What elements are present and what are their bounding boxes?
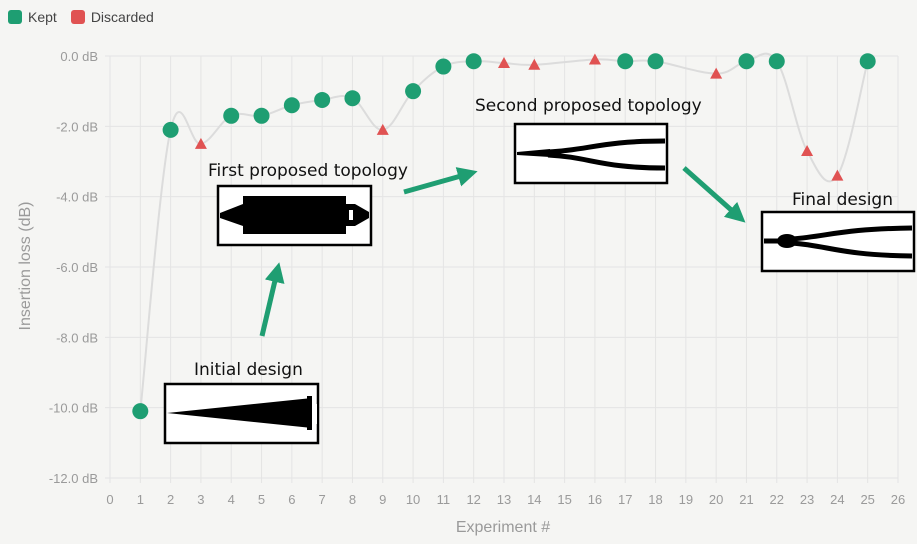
discarded-point [498,57,510,69]
label-initial-design: Initial design [194,360,303,380]
discarded-point [194,137,207,149]
inset-final-design [760,210,916,273]
data-points [132,53,876,420]
x-tick-label: 4 [228,492,235,507]
inset-initial-design [163,382,320,445]
x-tick-label: 14 [527,492,541,507]
x-tick-label: 10 [406,492,420,507]
kept-point [465,53,482,70]
label-second-topology: Second proposed topology [475,96,702,116]
legend-discarded-label: Discarded [90,9,154,25]
x-tick-label: 24 [830,492,844,507]
x-tick-label: 2 [167,492,174,507]
y-axis-ticks: 0.0 dB -2.0 dB -4.0 dB -6.0 dB -8.0 dB -10.0 … [49,49,98,486]
y-tick-label: -12.0 dB [49,471,98,486]
x-tick-label: 23 [800,492,814,507]
x-axis-ticks: 0 1 2 3 4 5 6 7 8 9 10 11 12 13 14 15 16 17 18 19 20 21 22 23 24… [106,492,905,507]
discarded-point [710,67,723,79]
y-tick-label: -2.0 dB [56,119,98,134]
x-tick-label: 12 [466,492,480,507]
transition-arrows [259,166,746,337]
x-tick-label: 0 [106,492,113,507]
kept-point [132,403,149,420]
discarded-point [831,169,844,181]
label-final-design: Final design [792,190,893,210]
x-tick-label: 16 [588,492,602,507]
arrow-first-to-second [403,167,478,195]
x-tick-label: 19 [679,492,693,507]
inset-first-topology [216,184,373,247]
kept-point [162,121,179,138]
x-tick-label: 8 [349,492,356,507]
arrow-second-to-final [682,166,746,223]
legend-item-discarded[interactable]: Discarded [70,9,154,25]
kept-point [253,107,270,124]
legend-item-kept[interactable]: Kept [8,9,57,25]
series-line [139,52,869,412]
x-axis-label: Experiment # [456,519,550,536]
label-first-topology: First proposed topology [208,161,408,181]
y-tick-label: -8.0 dB [56,330,98,345]
x-tick-label: 18 [648,492,662,507]
discarded-point [801,144,814,156]
legend-kept-label: Kept [28,9,57,25]
kept-point [647,53,664,70]
kept-point [223,107,240,124]
kept-point [283,97,300,114]
discarded-point [376,123,389,135]
kept-point [738,53,755,70]
kept-point [314,91,331,108]
x-tick-label: 17 [618,492,632,507]
kept-point [344,90,361,107]
y-tick-label: -10.0 dB [49,401,98,416]
x-tick-label: 21 [739,492,753,507]
x-tick-label: 9 [379,492,386,507]
x-tick-label: 25 [860,492,874,507]
arrow-initial-to-first [259,262,285,337]
kept-swatch-icon [8,10,22,24]
x-tick-label: 11 [437,492,451,507]
x-tick-label: 20 [709,492,723,507]
kept-point [405,83,422,100]
x-tick-label: 3 [197,492,204,507]
kept-point [617,53,634,70]
x-tick-label: 6 [288,492,295,507]
x-tick-label: 13 [497,492,511,507]
inset-second-topology [513,122,669,185]
y-axis-label: Insertion loss (dB) [17,202,34,331]
kept-point [768,53,785,70]
x-tick-label: 7 [319,492,326,507]
x-tick-label: 1 [137,492,144,507]
y-tick-label: 0.0 dB [60,49,98,64]
discarded-swatch-icon [70,10,85,24]
y-tick-label: -6.0 dB [56,260,98,275]
discarded-point [528,58,541,70]
kept-point [859,53,876,70]
kept-point [435,58,452,75]
x-tick-label: 5 [258,492,265,507]
legend: Kept Discarded [8,9,168,25]
discarded-point [588,53,601,65]
x-tick-label: 26 [891,492,905,507]
x-tick-label: 15 [557,492,571,507]
y-tick-label: -4.0 dB [56,190,98,205]
x-tick-label: 22 [770,492,784,507]
